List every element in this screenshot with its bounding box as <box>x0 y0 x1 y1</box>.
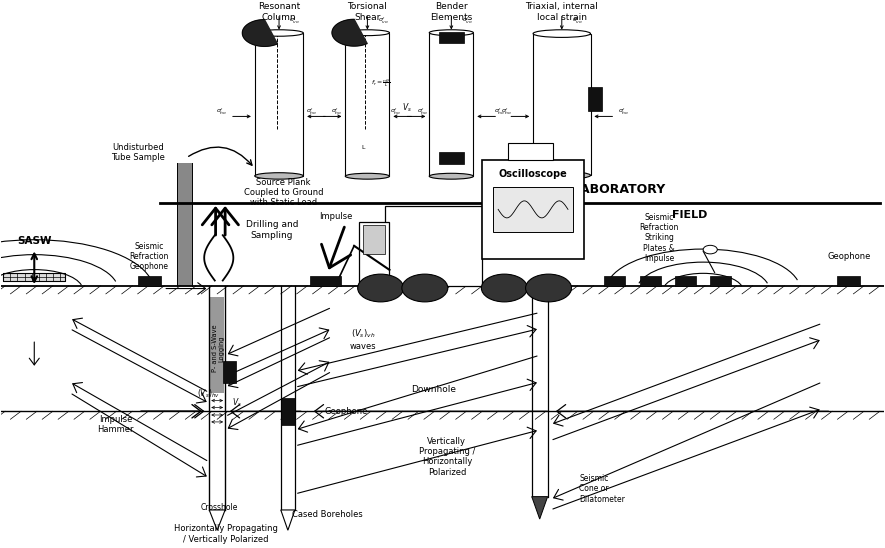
Text: $\sigma_{ho}'$: $\sigma_{ho}'$ <box>331 107 342 117</box>
Ellipse shape <box>255 30 304 36</box>
Text: $\sigma_{ho}'$: $\sigma_{ho}'$ <box>306 107 318 117</box>
Text: $\sigma_{ho}'$: $\sigma_{ho}'$ <box>494 107 505 117</box>
Text: SASW: SASW <box>17 236 51 246</box>
Text: Impulse
Hammer: Impulse Hammer <box>97 415 134 435</box>
FancyBboxPatch shape <box>493 187 573 232</box>
Text: $\sigma_{ho}'$: $\sigma_{ho}'$ <box>390 107 401 117</box>
Polygon shape <box>532 496 548 519</box>
Text: Seismic
Cone or
Dilatometer: Seismic Cone or Dilatometer <box>580 473 626 504</box>
Text: Torsional
Shear: Torsional Shear <box>348 2 388 22</box>
Polygon shape <box>332 19 367 46</box>
FancyBboxPatch shape <box>176 163 192 286</box>
Text: Seismic
Refraction
Geophone: Seismic Refraction Geophone <box>129 242 169 271</box>
Ellipse shape <box>255 173 304 179</box>
Text: Horizontally Propagating
/ Vertically Polarized: Horizontally Propagating / Vertically Po… <box>174 524 278 544</box>
FancyBboxPatch shape <box>210 296 224 392</box>
Text: Seismic
Refraction
Striking
Plates &
Impulse: Seismic Refraction Striking Plates & Imp… <box>639 213 679 263</box>
FancyBboxPatch shape <box>138 276 161 286</box>
Ellipse shape <box>345 30 389 36</box>
Ellipse shape <box>429 173 473 179</box>
FancyBboxPatch shape <box>4 273 65 281</box>
Ellipse shape <box>345 173 389 179</box>
FancyBboxPatch shape <box>358 222 389 286</box>
Circle shape <box>358 274 404 302</box>
Text: Crosshole: Crosshole <box>200 503 238 512</box>
FancyBboxPatch shape <box>482 161 584 259</box>
Text: $V_s$: $V_s$ <box>232 397 242 409</box>
FancyBboxPatch shape <box>588 87 602 111</box>
Text: Cased Boreholes: Cased Boreholes <box>292 510 363 519</box>
Ellipse shape <box>429 30 473 36</box>
FancyBboxPatch shape <box>439 32 464 43</box>
Text: L: L <box>361 145 365 150</box>
Text: Resonant
Column: Resonant Column <box>258 2 300 22</box>
Polygon shape <box>281 510 295 530</box>
Text: $f_r=\frac{n\theta}{L}$: $f_r=\frac{n\theta}{L}$ <box>371 77 390 89</box>
FancyBboxPatch shape <box>385 206 482 286</box>
FancyBboxPatch shape <box>345 33 389 176</box>
FancyBboxPatch shape <box>533 33 590 175</box>
Circle shape <box>704 246 718 254</box>
Text: $\sigma_{ho}'$: $\sigma_{ho}'$ <box>418 107 428 117</box>
Text: LABORATORY: LABORATORY <box>573 184 666 196</box>
FancyBboxPatch shape <box>837 276 860 286</box>
Text: Vertically
Propagating /
Horizontally
Polarized: Vertically Propagating / Horizontally Po… <box>419 437 475 477</box>
FancyBboxPatch shape <box>223 361 235 383</box>
Circle shape <box>481 274 527 302</box>
Text: $\sigma_{vo}'$: $\sigma_{vo}'$ <box>573 16 583 26</box>
Text: P- and S-Wave
Logging: P- and S-Wave Logging <box>212 325 225 373</box>
Text: Triaxial, internal
local strain: Triaxial, internal local strain <box>526 2 598 22</box>
Text: Undisturbed
Tube Sample: Undisturbed Tube Sample <box>111 143 165 162</box>
Ellipse shape <box>533 30 590 37</box>
FancyBboxPatch shape <box>429 33 473 176</box>
Text: $\sigma_{ho}'$: $\sigma_{ho}'$ <box>216 107 227 117</box>
Text: FIELD: FIELD <box>673 210 708 220</box>
Text: $\sigma_{vo}'$: $\sigma_{vo}'$ <box>378 16 389 26</box>
Text: $\sigma_{vo}'$: $\sigma_{vo}'$ <box>289 16 300 26</box>
Circle shape <box>526 274 572 302</box>
FancyBboxPatch shape <box>281 398 295 425</box>
FancyBboxPatch shape <box>640 276 661 286</box>
Circle shape <box>402 274 448 302</box>
Text: Bender
Elements: Bender Elements <box>430 2 473 22</box>
Text: $\sigma_{ho}'$: $\sigma_{ho}'$ <box>502 107 512 117</box>
Text: $\sigma_{vo}'$: $\sigma_{vo}'$ <box>462 16 473 26</box>
Text: Oscilloscope: Oscilloscope <box>498 169 567 179</box>
Text: Impulse: Impulse <box>319 212 352 221</box>
Polygon shape <box>209 510 225 530</box>
Polygon shape <box>242 20 277 47</box>
Text: Downhole: Downhole <box>412 385 456 395</box>
FancyBboxPatch shape <box>711 276 731 286</box>
Text: Geophone: Geophone <box>827 252 871 261</box>
Text: $(V_s)_{vh}$
waves: $(V_s)_{vh}$ waves <box>350 328 376 351</box>
Ellipse shape <box>533 172 590 179</box>
FancyBboxPatch shape <box>439 152 464 164</box>
Text: $(V_s)_{hv}$: $(V_s)_{hv}$ <box>196 387 219 400</box>
Text: Drilling and
Sampling: Drilling and Sampling <box>246 220 298 239</box>
FancyBboxPatch shape <box>363 225 385 254</box>
Text: Geophone: Geophone <box>325 407 368 416</box>
Text: $V_s$: $V_s$ <box>402 101 412 113</box>
FancyBboxPatch shape <box>675 276 696 286</box>
FancyBboxPatch shape <box>310 276 341 286</box>
Text: Source Plank
Coupled to Ground
with Static Load: Source Plank Coupled to Ground with Stat… <box>243 178 323 207</box>
FancyBboxPatch shape <box>508 144 553 161</box>
Text: $\sigma_{ho}'$: $\sigma_{ho}'$ <box>619 107 630 117</box>
FancyBboxPatch shape <box>255 33 304 176</box>
FancyBboxPatch shape <box>604 276 626 286</box>
